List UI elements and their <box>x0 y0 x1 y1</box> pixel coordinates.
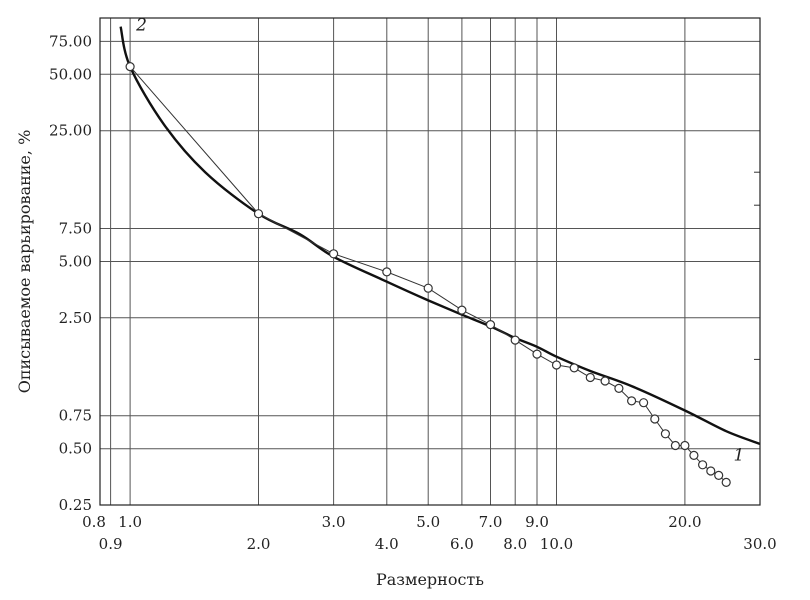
series-2-point <box>382 267 392 277</box>
y-gridlines <box>100 40 760 506</box>
x-tick-label: 5.0 <box>416 513 440 531</box>
series-2-point <box>569 363 579 373</box>
series-2-point <box>670 440 681 451</box>
series-2-point <box>485 320 496 330</box>
series-2-point <box>689 450 699 460</box>
x-tick-label: 8.0 <box>503 535 527 553</box>
x-tick-label: 6.0 <box>450 535 474 553</box>
y-tick-labels: 0.25 0.50 0.75 2.50 5.00 7.50 25.00 50.00 75.00 <box>49 32 92 514</box>
series-2-point <box>680 440 690 451</box>
y-tick-label: 7.50 <box>59 220 92 238</box>
series-labels: 1 2 <box>135 16 744 466</box>
series-2-point <box>125 61 135 72</box>
y-tick-label: 50.00 <box>49 65 92 83</box>
series-2-point <box>423 283 433 293</box>
series-2-point <box>626 396 637 406</box>
series-label-2: 2 <box>135 16 147 36</box>
y-tick-label: 2.50 <box>59 309 92 327</box>
series-2-point <box>706 466 716 476</box>
x-tick-label: 30.0 <box>743 535 776 553</box>
series-2-point <box>457 305 467 315</box>
plot-frame <box>99 17 761 506</box>
series-2-point <box>721 477 731 487</box>
x-tick-label: 20.0 <box>668 513 701 531</box>
x-axis-title: Размерность <box>376 570 484 589</box>
x-tick-label: 10.0 <box>540 535 573 553</box>
x-tick-label: 2.0 <box>247 535 271 553</box>
y-tick-label: 5.00 <box>59 253 92 271</box>
x-tick-label: 4.0 <box>375 535 399 553</box>
series-2-point <box>510 335 520 345</box>
series-2-point <box>600 376 610 386</box>
series-2-point <box>714 470 724 480</box>
y-tick-label: 0.75 <box>59 407 92 425</box>
x-tick-label: 9.0 <box>525 513 549 531</box>
series-label-1: 1 <box>734 446 745 466</box>
series-2-point <box>614 383 624 393</box>
x-tick-label: 3.0 <box>322 513 346 531</box>
series-2-point <box>253 209 264 219</box>
series-2-point <box>585 372 595 383</box>
series-2-point <box>551 360 562 370</box>
x-tick-label: 1.0 <box>118 513 142 531</box>
x-tick-label: 0.9 <box>99 535 123 553</box>
y-tick-label: 0.25 <box>59 496 92 514</box>
y-axis-title: Описываемое варьирование, % <box>15 130 34 394</box>
series-group <box>119 26 761 487</box>
series-2-point <box>660 429 671 439</box>
x-tick-label: 0.8 <box>82 513 106 531</box>
x-tick-labels: 0.8 0.9 1.0 2.0 3.0 4.0 5.0 6.0 7.08.0 9.0 10.0 20.… <box>82 513 777 553</box>
series-1-curve <box>119 26 761 446</box>
series-2-point <box>638 398 649 408</box>
series-2-point <box>650 414 660 424</box>
x-tick-label: 7.0 <box>479 513 503 531</box>
y-tick-label: 25.00 <box>49 122 92 140</box>
y-tick-label: 75.00 <box>49 32 92 50</box>
series-2-point <box>329 249 339 259</box>
series-2-point <box>532 349 542 359</box>
series-2-point <box>697 460 708 470</box>
y-tick-label: 0.50 <box>59 440 92 458</box>
